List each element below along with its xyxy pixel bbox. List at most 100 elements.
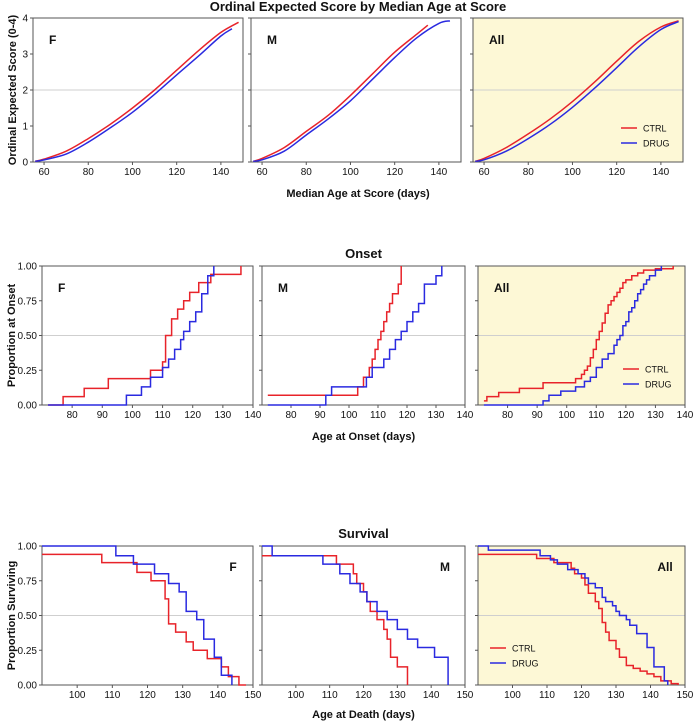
x-tick-label: 130 — [215, 410, 232, 421]
series-line-ctrl — [48, 266, 242, 406]
series-line-drug — [483, 266, 663, 406]
series-line-ctrl — [252, 24, 429, 163]
y-tick-label: 1 — [22, 122, 28, 133]
y-tick-label: 2 — [22, 86, 28, 97]
y-tick-label: 0 — [22, 158, 28, 169]
x-tick-label: 100 — [124, 167, 141, 178]
series-line-drug — [478, 545, 669, 685]
x-tick-label: 140 — [457, 410, 474, 421]
x-axis-label: Age at Onset (days) — [312, 431, 416, 443]
x-tick-label: 140 — [653, 167, 670, 178]
x-tick-label: 130 — [428, 410, 445, 421]
x-tick-label: 60 — [478, 167, 490, 178]
x-tick-label: 150 — [457, 690, 474, 701]
series-line-ctrl — [478, 553, 679, 685]
chart-2: Survival Age at Death (days) Proportion Su… — [6, 526, 694, 721]
y-axis-label: Proportion Surviving — [6, 561, 18, 670]
series-line-ctrl — [262, 554, 409, 685]
legend-label-ctrl: CTRL — [643, 124, 667, 134]
x-tick-label: 120 — [355, 690, 372, 701]
x-axis-label: Median Age at Score (days) — [286, 188, 430, 200]
panel-f: 100 110 120 130 140 150 0.00 0.25 0.50 0.75 1.00 F — [18, 542, 262, 702]
series-line-drug — [475, 20, 679, 163]
legend-label-drug: DRUG — [512, 659, 539, 669]
x-tick-label: 90 — [97, 410, 109, 421]
y-axis-label: Proportion at Onset — [6, 284, 18, 388]
panel-label: All — [489, 33, 504, 47]
x-tick-label: 140 — [431, 167, 448, 178]
x-tick-label: 100 — [558, 410, 575, 421]
series-line-ctrl — [474, 20, 679, 163]
panel-f: 80 90 100 110 120 130 140 0.00 0.25 0.50 0.75 1.00 F — [18, 262, 262, 422]
x-tick-label: 140 — [245, 410, 262, 421]
legend-label-ctrl: CTRL — [512, 644, 536, 654]
x-tick-label: 80 — [502, 410, 514, 421]
panel-m: 60 80 100 120 140 M — [248, 17, 462, 178]
series-line-drug — [35, 28, 233, 163]
chart-0: Ordinal Expected Score by Median Age at … — [7, 0, 684, 200]
x-tick-label: 100 — [342, 167, 359, 178]
series-line-drug — [267, 266, 443, 406]
panel-all: 80 90 100 110 120 130 140 All CTRL DRUG — [475, 265, 694, 421]
series-line-ctrl — [483, 266, 674, 402]
series-line-drug — [42, 545, 233, 685]
x-tick-label: 100 — [287, 690, 304, 701]
panel-label: All — [494, 281, 509, 295]
y-tick-label: 0.75 — [18, 576, 38, 587]
y-tick-label: 1.00 — [18, 262, 38, 273]
panel-label: F — [49, 33, 56, 47]
x-tick-label: 130 — [647, 410, 664, 421]
x-tick-label: 90 — [532, 410, 544, 421]
x-tick-label: 120 — [386, 167, 403, 178]
series-line-drug — [253, 20, 451, 163]
x-tick-label: 90 — [314, 410, 326, 421]
x-tick-label: 140 — [423, 690, 440, 701]
x-tick-label: 110 — [588, 410, 604, 421]
series-line-ctrl — [267, 266, 402, 397]
panel-label: All — [657, 560, 672, 574]
x-tick-label: 60 — [38, 167, 50, 178]
x-tick-label: 60 — [256, 167, 268, 178]
x-tick-label: 100 — [564, 167, 581, 178]
series-line-drug — [48, 266, 215, 406]
y-tick-label: 0.25 — [18, 646, 38, 657]
x-tick-label: 110 — [370, 410, 386, 421]
y-tick-label: 0.00 — [18, 401, 38, 412]
y-tick-label: 0.75 — [18, 296, 38, 307]
x-tick-label: 120 — [573, 690, 590, 701]
x-tick-label: 140 — [213, 167, 230, 178]
legend-label-ctrl: CTRL — [645, 365, 669, 375]
panel-f: 60 80 100 120 140 0 1 2 3 4 F — [22, 14, 244, 178]
y-tick-label: 0.50 — [18, 611, 38, 622]
x-tick-label: 140 — [209, 690, 226, 701]
x-tick-label: 130 — [608, 690, 625, 701]
x-tick-label: 140 — [677, 410, 694, 421]
x-tick-label: 120 — [184, 410, 201, 421]
x-tick-label: 140 — [642, 690, 659, 701]
y-tick-label: 1.00 — [18, 542, 38, 553]
x-tick-label: 150 — [245, 690, 262, 701]
y-tick-label: 4 — [22, 14, 28, 25]
x-tick-label: 80 — [67, 410, 79, 421]
x-tick-label: 130 — [389, 690, 406, 701]
chart-title: Onset — [345, 246, 383, 261]
panel-all: 60 80 100 120 140 All CTRL DRUG — [470, 17, 684, 178]
series-line-ctrl — [42, 553, 246, 686]
x-axis-label: Age at Death (days) — [312, 709, 415, 721]
y-tick-label: 0.00 — [18, 681, 38, 692]
panel-m: 80 90 100 110 120 130 140 M — [259, 265, 474, 421]
x-tick-label: 110 — [539, 690, 555, 701]
series-line-ctrl — [35, 21, 239, 163]
x-tick-label: 80 — [83, 167, 95, 178]
x-tick-label: 80 — [523, 167, 535, 178]
panel-label: M — [267, 33, 277, 47]
x-tick-label: 80 — [285, 410, 297, 421]
panel-label: F — [58, 281, 65, 295]
x-tick-label: 110 — [155, 410, 171, 421]
legend-label-drug: DRUG — [643, 139, 670, 149]
x-tick-label: 130 — [174, 690, 191, 701]
x-tick-label: 100 — [69, 690, 86, 701]
chart-title: Survival — [338, 526, 389, 541]
x-tick-label: 100 — [341, 410, 358, 421]
